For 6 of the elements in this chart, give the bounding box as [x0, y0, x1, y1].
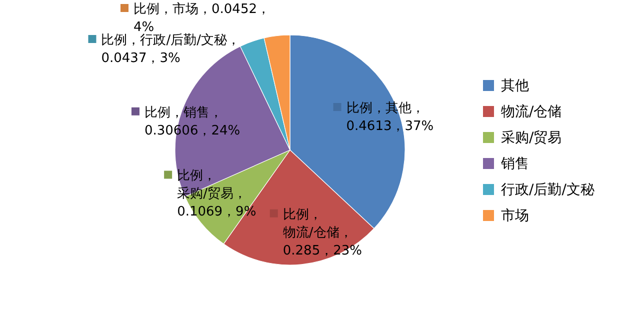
- legend-label: 行政/后勤/文秘: [501, 182, 594, 198]
- legend-label: 采购/贸易: [501, 130, 562, 146]
- legend-label: 市场: [501, 208, 529, 224]
- legend-label: 其他: [501, 78, 529, 94]
- legend-label: 物流/仓储: [501, 104, 562, 120]
- legend-label: 销售: [500, 156, 529, 172]
